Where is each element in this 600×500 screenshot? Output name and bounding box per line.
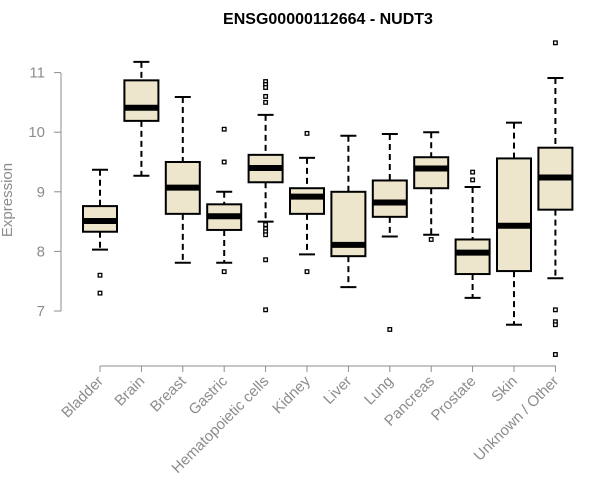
outlier-point [263,222,269,228]
box-11 [496,121,532,326]
x-tick-label: Prostate [428,373,480,425]
outlier-point [552,322,558,328]
x-tick-label: Liver [320,373,355,408]
outlier-point [263,85,269,90]
box-3 [164,96,201,264]
y-tick-label: 11 [29,65,45,82]
box-6 [289,130,325,275]
outlier-point [263,99,269,105]
iqr-box [123,79,160,122]
box-9 [413,131,450,242]
box-2 [123,60,160,177]
box-8 [371,132,408,332]
iqr-box [289,187,325,215]
iqr-box [496,157,532,273]
outlier-point [304,130,310,136]
outlier-point [552,307,558,313]
outlier-point [304,269,310,275]
y-tick-label: 7 [37,303,45,320]
y-tick-label: 8 [37,243,45,260]
outlier-point [97,290,103,296]
box-10 [454,169,491,299]
x-tick-label: Bladder [58,373,107,422]
y-tick-label: 10 [28,124,45,141]
outlier-point [97,272,103,278]
outlier-point [263,257,269,263]
box-5 [247,79,284,313]
outlier-point [552,352,558,357]
box-12 [537,40,574,357]
y-axis-ticks: 7 8 9 10 11 [28,65,61,320]
iqr-box [454,238,491,276]
iqr-box [413,156,450,190]
outlier-point [263,232,269,238]
box-7 [330,134,367,289]
outlier-point [428,237,434,242]
outlier-point [263,307,269,313]
outlier-point [470,177,476,183]
y-axis-label: Expression [0,163,16,237]
outlier-point [387,327,393,332]
chart-title: ENSG00000112664 - NUDT3 [223,11,433,28]
boxes-group [82,40,574,357]
outlier-point [221,269,227,275]
outlier-point [263,93,269,99]
x-tick-label: Breast [147,372,190,415]
box-4 [206,126,243,275]
outlier-point [552,40,558,46]
iqr-box [371,179,408,218]
x-tick-label: Lung [361,373,397,409]
x-tick-label: Skin [488,373,521,406]
outlier-point [221,159,227,165]
box-1 [82,168,118,296]
outlier-point [221,126,227,132]
x-tick-label: Kidney [269,372,314,417]
y-tick-label: 9 [37,184,45,201]
outlier-point [470,169,476,175]
x-tick-label: Brain [111,373,148,410]
